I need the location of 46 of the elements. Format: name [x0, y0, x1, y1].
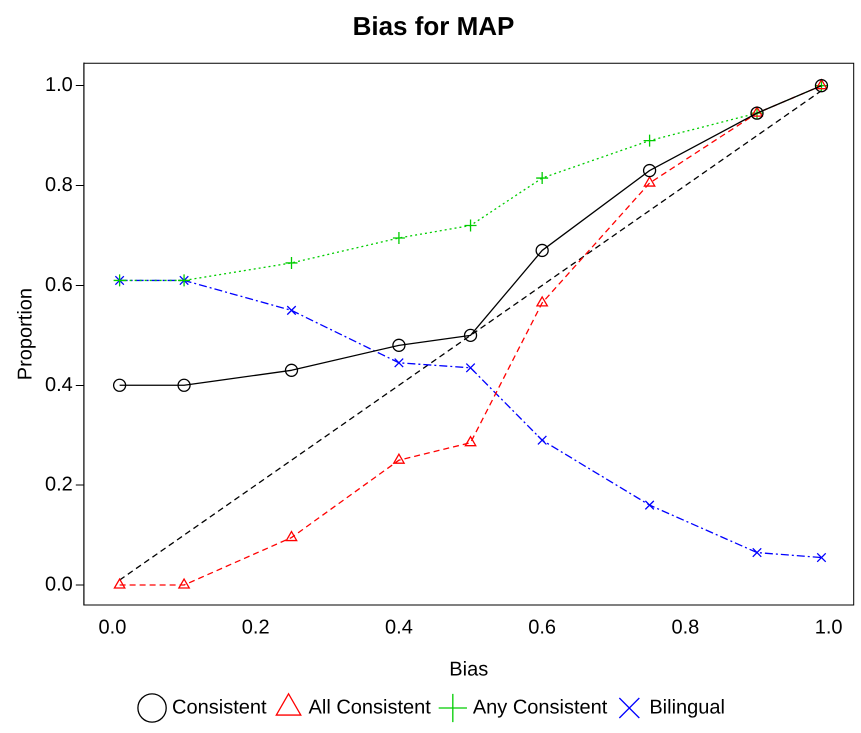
point: [112, 378, 126, 392]
x-tick-label: 0.6: [528, 616, 556, 639]
legend-label: Consistent: [172, 696, 267, 719]
y-tick-label: 0.0: [44, 574, 73, 596]
point: [178, 578, 190, 589]
x-tick-label: 0.2: [242, 616, 270, 639]
point: [393, 454, 405, 464]
y-tick-label: 1.0: [44, 74, 73, 96]
point: [394, 358, 404, 368]
point: [642, 164, 656, 178]
point: [392, 231, 406, 245]
point: [644, 176, 656, 187]
x-tick-label: 0.0: [98, 616, 126, 639]
point: [536, 171, 549, 185]
point: [114, 578, 126, 589]
point: [177, 378, 191, 392]
x-tick-label: 0.4: [385, 616, 413, 639]
point: [536, 296, 548, 307]
point: [464, 436, 476, 446]
y-tick-label: 0.2: [44, 474, 73, 496]
y-tick-label: 0.8: [44, 174, 73, 196]
point: [464, 218, 478, 232]
y-tick-label: 0.4: [44, 374, 73, 396]
point: [284, 256, 298, 270]
legend-label: Any Consistent: [472, 696, 608, 719]
legend-label: All Consistent: [308, 696, 432, 719]
point: [816, 552, 826, 562]
x-tick-label: 0.8: [671, 616, 700, 639]
point: [392, 338, 406, 352]
y-axis-title: Proportion: [14, 288, 37, 380]
point: [464, 328, 478, 342]
point: [642, 134, 656, 148]
y-tick-label: 0.6: [44, 274, 73, 296]
point: [537, 435, 548, 446]
point: [752, 548, 762, 558]
x-axis-title: Bias: [449, 658, 488, 681]
point: [816, 79, 828, 90]
point: [286, 530, 298, 542]
legend-label: Bilingual: [649, 696, 725, 719]
point: [536, 244, 549, 258]
point: [466, 362, 476, 373]
point: [644, 500, 654, 510]
point: [284, 364, 298, 377]
chart-title: Bias for MAP: [352, 10, 514, 41]
point: [286, 305, 296, 316]
x-tick-label: 1.0: [814, 616, 843, 639]
